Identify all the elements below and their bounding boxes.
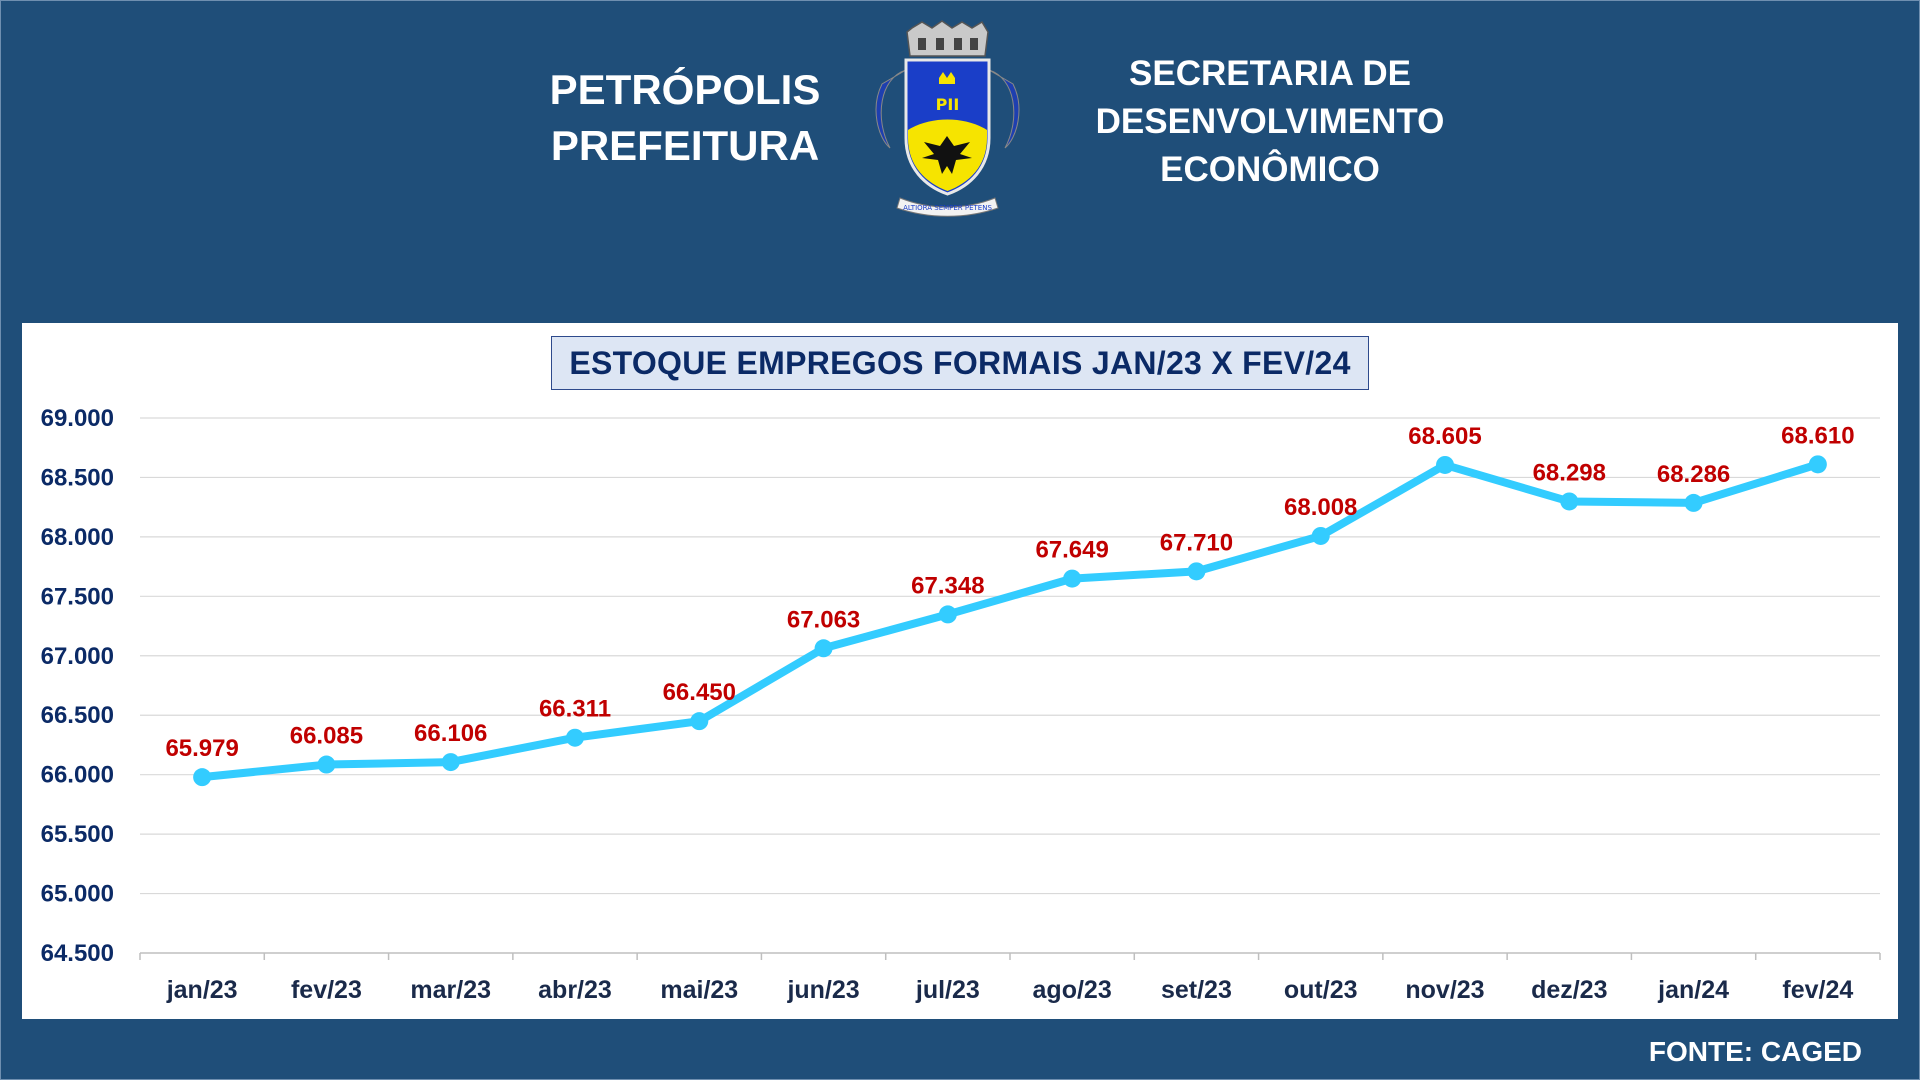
series-layer <box>193 455 1827 787</box>
city-name: PETRÓPOLIS <box>549 66 821 113</box>
data-point <box>690 712 709 731</box>
x-tick-label: fev/23 <box>291 976 362 1004</box>
x-tick-label: fev/24 <box>1782 976 1853 1004</box>
y-tick-label: 67.500 <box>41 583 114 610</box>
data-point <box>1560 492 1579 511</box>
x-tick-label: jan/24 <box>1657 976 1729 1004</box>
data-label: 68.610 <box>1781 422 1854 449</box>
data-label: 65.979 <box>165 735 238 762</box>
data-label: 67.348 <box>911 572 984 599</box>
department-line-1: SECRETARIA DE <box>1129 54 1411 93</box>
crest-motto: ALTIORA SEMPER PETENS <box>903 204 992 212</box>
data-label: 68.605 <box>1408 423 1481 450</box>
department-line-2: DESENVOLVIMENTO <box>1095 102 1445 141</box>
data-label: 66.450 <box>663 679 736 706</box>
x-tick-label: jan/23 <box>166 976 238 1004</box>
data-point <box>1436 455 1454 474</box>
data-point <box>1063 569 1082 588</box>
y-tick-label: 65.000 <box>41 881 114 908</box>
data-label: 68.008 <box>1284 494 1357 521</box>
data-point <box>566 728 584 747</box>
data-point <box>814 639 833 658</box>
crest-monogram: PII <box>936 95 960 114</box>
data-point <box>1808 455 1827 474</box>
y-tick-label: 66.000 <box>41 762 114 789</box>
data-point <box>317 755 336 774</box>
data-point <box>1187 562 1206 581</box>
data-labels: 65.979 66.085 66.106 66.311 66.450 67.063 67.3… <box>165 422 1854 762</box>
y-tick-label: 65.500 <box>41 821 114 848</box>
data-label: 66.085 <box>290 723 363 750</box>
gridlines <box>140 417 1880 895</box>
y-tick-label: 69.000 <box>41 405 114 432</box>
data-label: 66.311 <box>539 696 611 723</box>
x-tick-label: dez/23 <box>1531 976 1607 1004</box>
city-name-block: PETRÓPOLIS PREFEITURA <box>520 62 850 174</box>
data-point <box>441 753 460 772</box>
data-point <box>193 768 212 787</box>
x-tick-label: jul/23 <box>915 976 980 1004</box>
y-tick-label: 64.500 <box>41 940 114 967</box>
x-tick-label: out/23 <box>1284 976 1358 1004</box>
x-tick-label: nov/23 <box>1405 976 1484 1004</box>
data-point <box>1684 493 1703 512</box>
x-tick-label: jun/23 <box>786 976 859 1004</box>
series-line <box>198 460 1822 782</box>
y-tick-label: 68.000 <box>41 524 114 551</box>
x-tick-label: abr/23 <box>538 976 612 1004</box>
department-line-3: ECONÔMICO <box>1160 150 1380 189</box>
x-tick-label: mai/23 <box>660 976 738 1004</box>
axes: 64.500 65.000 65.500 66.000 66.500 67.000 67.5… <box>41 405 1881 1004</box>
source-note: FONTE: CAGED <box>1648 1036 1862 1067</box>
data-label: 67.710 <box>1160 529 1233 556</box>
data-label: 68.286 <box>1657 461 1730 488</box>
department-name-block: SECRETARIA DE DESENVOLVIMENTO ECONÔMICO <box>1080 50 1460 194</box>
y-tick-label: 67.000 <box>41 643 114 670</box>
x-tick-label: set/23 <box>1161 976 1232 1004</box>
data-label: 67.063 <box>787 606 860 633</box>
city-crest-logo: PII ALTIORA SEMPER PETENS <box>875 20 1020 217</box>
data-label: 68.298 <box>1533 459 1606 486</box>
data-point <box>1311 526 1330 545</box>
y-tick-label: 66.500 <box>41 702 114 729</box>
x-tick-label: ago/23 <box>1033 976 1112 1004</box>
data-label: 66.106 <box>414 720 487 747</box>
chart-panel <box>22 323 1898 1019</box>
data-label: 67.649 <box>1035 537 1108 564</box>
prefeitura-label: PREFEITURA <box>550 122 820 169</box>
y-tick-label: 68.500 <box>41 464 114 491</box>
data-point <box>938 605 957 624</box>
chart-title: ESTOQUE EMPREGOS FORMAIS JAN/23 X FEV/24 <box>551 336 1369 390</box>
x-tick-label: mar/23 <box>410 976 491 1004</box>
